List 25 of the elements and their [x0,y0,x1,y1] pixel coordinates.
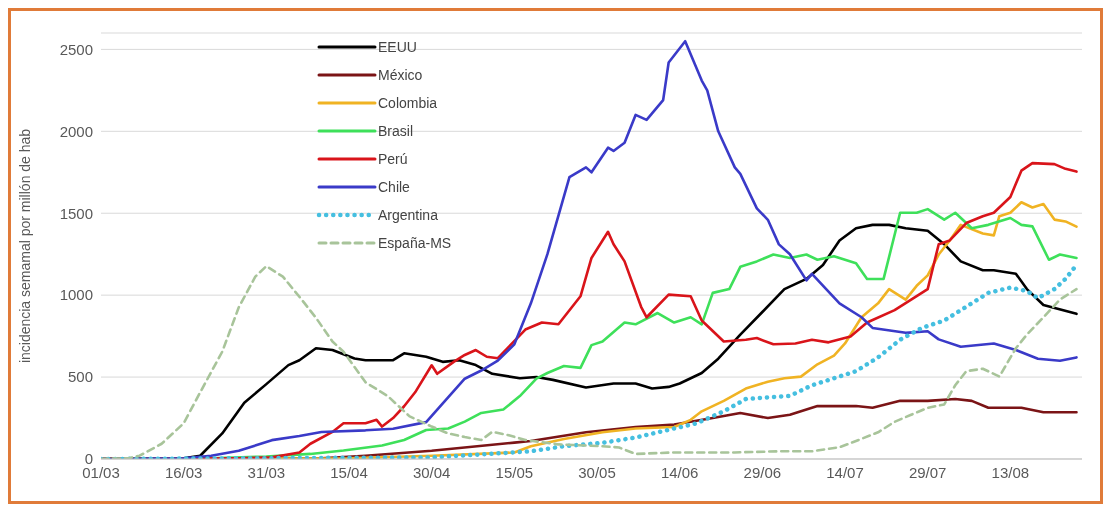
legend-label: Chile [378,178,410,197]
x-tick-label: 29/06 [743,463,782,481]
x-tick-label: 29/07 [908,463,947,481]
legend-label: EEUU [378,38,417,57]
y-axis-title: incidencia semamal por millón de hab [16,128,33,364]
x-tick-label: 14/07 [826,463,864,481]
x-tick-label: 13/08 [991,463,1030,481]
y-tick-label: 1000 [59,286,93,304]
legend-label: Perú [378,150,408,169]
legend-label: Argentina [378,206,438,225]
y-tick-label: 2000 [59,122,93,140]
legend-label: España-MS [378,234,452,253]
y-tick-label: 1500 [59,204,93,222]
x-tick-label: 30/05 [578,463,616,481]
y-tick-label: 2500 [59,40,93,58]
x-tick-label: 15/05 [495,463,534,481]
legend-label: Colombia [378,94,438,113]
y-tick-label: 500 [67,368,93,386]
legend-label: México [378,66,423,85]
x-tick-label: 31/03 [247,463,286,481]
x-tick-label: 15/04 [330,463,368,481]
x-tick-label: 30/04 [412,463,451,481]
x-tick-label: 16/03 [164,463,203,481]
x-tick-label: 14/06 [660,463,699,481]
legend-label: Brasil [378,122,414,141]
